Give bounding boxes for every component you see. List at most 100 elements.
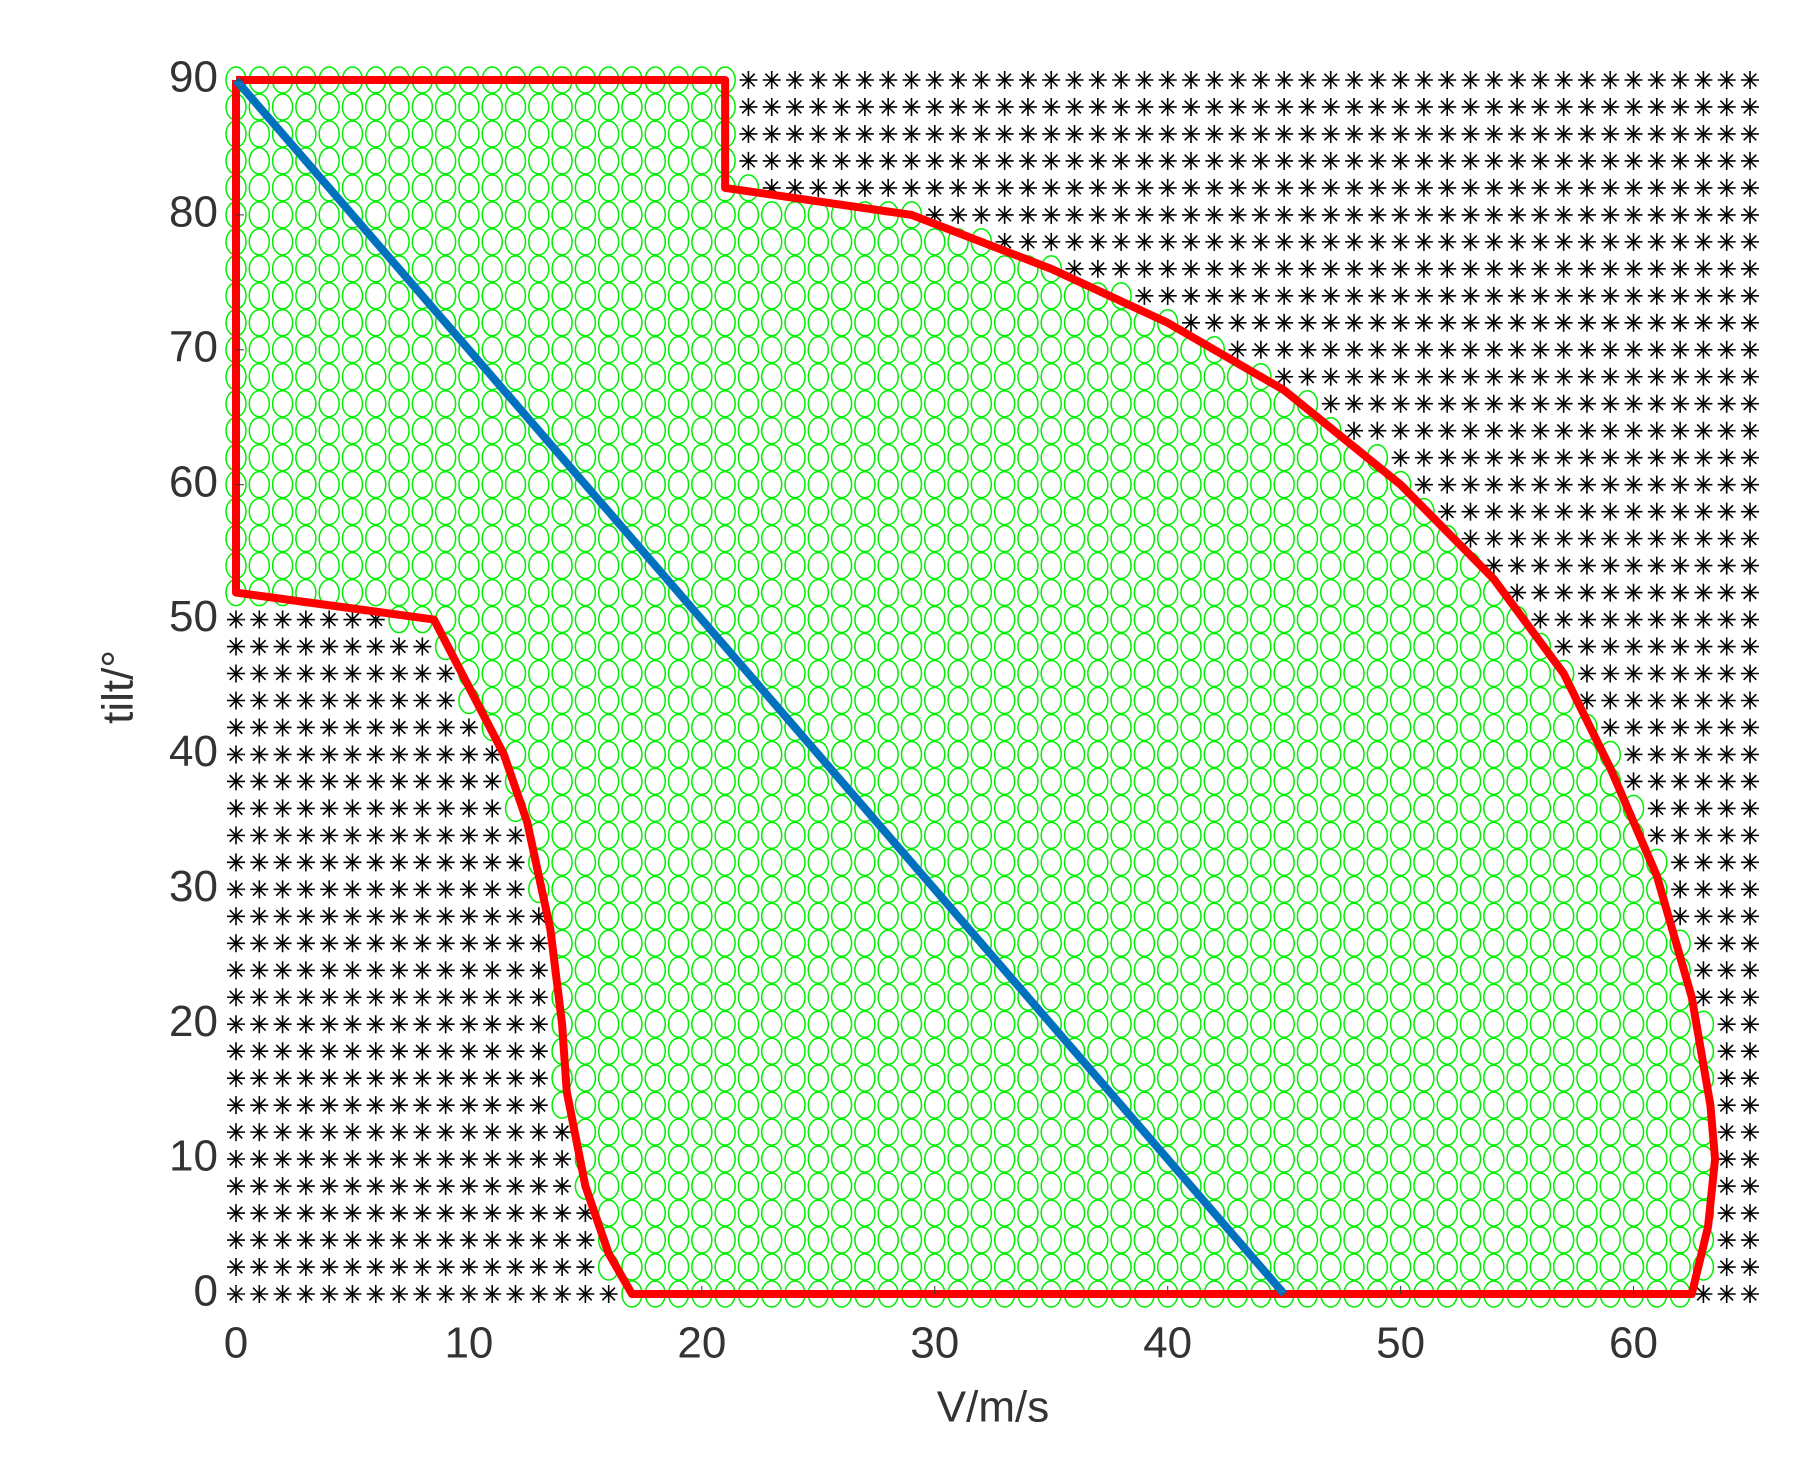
x-tick-label: 60 — [1609, 1319, 1658, 1368]
feasible-point — [1552, 1118, 1575, 1146]
infeasible-point — [1158, 97, 1177, 116]
feasible-point — [528, 470, 550, 499]
feasible-point — [1343, 821, 1365, 850]
infeasible-point — [809, 124, 828, 143]
feasible-point — [1459, 875, 1482, 904]
infeasible-point — [1414, 448, 1433, 467]
infeasible-point — [1601, 421, 1620, 440]
infeasible-point — [1345, 232, 1364, 251]
feasible-point — [318, 443, 340, 472]
feasible-point — [365, 174, 387, 202]
infeasible-point — [296, 772, 315, 791]
feasible-point — [877, 821, 899, 850]
infeasible-point — [879, 151, 898, 170]
feasible-point — [1483, 632, 1505, 661]
infeasible-point — [343, 1231, 362, 1250]
feasible-point — [1389, 1010, 1412, 1038]
infeasible-point — [1741, 772, 1759, 791]
infeasible-point — [1181, 286, 1200, 305]
feasible-point — [1529, 983, 1552, 1011]
feasible-point — [993, 551, 1016, 580]
infeasible-point — [459, 745, 478, 764]
feasible-point — [1180, 551, 1202, 580]
infeasible-point — [273, 799, 292, 818]
feasible-point — [1506, 767, 1528, 796]
feasible-point — [1250, 794, 1272, 823]
feasible-point — [1343, 794, 1365, 823]
feasible-point — [1273, 416, 1295, 445]
feasible-point — [714, 1253, 736, 1281]
feasible-point — [830, 848, 853, 877]
infeasible-point — [1717, 1204, 1736, 1223]
feasible-point — [1203, 336, 1226, 364]
feasible-point — [1552, 1037, 1575, 1065]
feasible-point — [1483, 605, 1505, 634]
feasible-point — [1459, 794, 1482, 823]
feasible-point — [854, 1172, 876, 1200]
feasible-point — [295, 416, 317, 445]
feasible-point — [248, 443, 271, 472]
feasible-point — [621, 336, 643, 364]
feasible-point — [1226, 848, 1249, 877]
feasible-point — [947, 659, 969, 688]
infeasible-point — [320, 853, 339, 872]
infeasible-point — [1484, 421, 1503, 440]
feasible-point — [1087, 336, 1109, 364]
feasible-point — [784, 389, 806, 418]
infeasible-point — [459, 1123, 478, 1142]
feasible-point — [481, 363, 503, 391]
feasible-point — [1273, 578, 1295, 607]
infeasible-point — [1438, 475, 1457, 494]
feasible-point — [784, 848, 806, 877]
infeasible-point — [1601, 691, 1620, 710]
infeasible-point — [1484, 448, 1503, 467]
feasible-point — [1156, 1145, 1179, 1173]
feasible-point — [807, 1091, 830, 1119]
infeasible-point — [273, 637, 292, 656]
feasible-point — [644, 1010, 667, 1038]
feasible-point — [1622, 1145, 1645, 1173]
infeasible-point — [250, 691, 269, 710]
infeasible-point — [296, 691, 315, 710]
feasible-point — [1436, 1253, 1458, 1281]
feasible-point — [1389, 983, 1412, 1011]
infeasible-point — [250, 961, 269, 980]
feasible-point — [970, 821, 993, 850]
feasible-point — [434, 524, 457, 553]
feasible-point — [924, 983, 946, 1011]
feasible-point — [807, 686, 830, 715]
infeasible-point — [1391, 367, 1410, 386]
infeasible-point — [320, 1069, 339, 1088]
feasible-point — [1250, 605, 1272, 634]
infeasible-point — [296, 1042, 315, 1061]
infeasible-point — [1251, 71, 1270, 89]
feasible-point — [1529, 1226, 1552, 1254]
feasible-point — [644, 524, 667, 553]
feasible-point — [737, 1010, 760, 1038]
feasible-point — [1110, 416, 1132, 445]
infeasible-point — [1531, 610, 1550, 629]
feasible-point — [947, 551, 969, 580]
feasible-point — [1110, 309, 1132, 337]
feasible-point — [341, 551, 364, 580]
feasible-point — [1087, 902, 1109, 931]
feasible-point — [1250, 470, 1272, 499]
feasible-point — [1483, 902, 1505, 931]
feasible-point — [691, 956, 713, 985]
feasible-point — [481, 201, 503, 229]
x-axis-label: V/m/s — [937, 1383, 1049, 1432]
infeasible-point — [1717, 151, 1736, 170]
feasible-point — [924, 875, 946, 904]
feasible-point — [1110, 1253, 1132, 1281]
feasible-point — [691, 1226, 713, 1254]
feasible-point — [1459, 1091, 1482, 1119]
feasible-point — [1669, 1253, 1691, 1281]
feasible-point — [807, 1010, 830, 1038]
feasible-point — [807, 1253, 830, 1281]
feasible-point — [1180, 902, 1202, 931]
feasible-point — [295, 147, 317, 175]
feasible-point — [1250, 686, 1272, 715]
feasible-point — [1459, 1010, 1482, 1038]
feasible-point — [667, 659, 690, 688]
feasible-point — [807, 524, 830, 553]
